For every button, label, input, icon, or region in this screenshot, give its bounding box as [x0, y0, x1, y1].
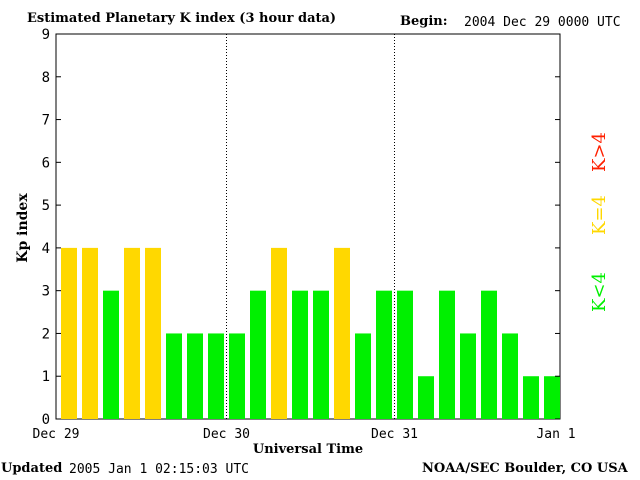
y-tick-label: 4	[42, 241, 50, 257]
kp-bar	[187, 333, 203, 419]
kp-bar	[481, 290, 497, 419]
legend-low: K<4	[589, 272, 610, 312]
begin-label: Begin:	[400, 14, 448, 29]
x-tick-label: Jan 1	[536, 427, 575, 442]
legend-mid: K=4	[589, 195, 610, 235]
y-axis-label: Kp index	[15, 193, 31, 263]
x-tick-label: Dec 31	[371, 427, 418, 442]
kp-bar	[376, 290, 392, 419]
x-tick-label: Dec 29	[33, 427, 80, 442]
y-tick-label: 9	[42, 27, 50, 43]
x-ticks: Dec 29 Dec 30 Dec 31 Jan 1	[33, 427, 576, 442]
kp-bar	[397, 290, 413, 419]
y-tick-label: 7	[42, 113, 50, 129]
chart-title: Estimated Planetary K index (3 hour data…	[27, 11, 337, 26]
kp-bar	[502, 333, 518, 419]
kp-bar	[103, 290, 119, 419]
y-tick-label: 2	[42, 326, 50, 342]
y-tick-label: 0	[42, 412, 50, 428]
y-tick-label: 3	[42, 284, 50, 300]
credit-text: NOAA/SEC Boulder, CO USA	[422, 461, 628, 476]
kp-bar	[418, 376, 434, 419]
legend-high: K>4	[589, 132, 610, 172]
updated-value: 2005 Jan 1 02:15:03 UTC	[69, 462, 250, 477]
kp-bar	[313, 290, 329, 419]
updated-label: Updated	[1, 461, 63, 476]
kp-bar	[145, 247, 161, 419]
y-tick-label: 5	[42, 198, 50, 214]
kp-bar	[82, 247, 98, 419]
kp-bar	[271, 247, 287, 419]
kp-bar	[250, 290, 266, 419]
kp-bar	[166, 333, 182, 419]
begin-value: 2004 Dec 29 0000 UTC	[464, 15, 621, 30]
kp-bar	[124, 247, 140, 419]
kp-bar	[208, 333, 224, 419]
kp-bar	[523, 376, 539, 419]
y-ticks: 0 1 2 3 4 5 6 7 8 9	[42, 27, 560, 428]
bars	[61, 247, 560, 419]
kp-bar	[61, 247, 77, 419]
kp-bar	[229, 333, 245, 419]
kp-bar	[544, 376, 560, 419]
kp-bar	[355, 333, 371, 419]
y-tick-label: 1	[42, 369, 50, 385]
kp-bar	[334, 247, 350, 419]
x-tick-label: Dec 30	[203, 427, 250, 442]
x-axis-label: Universal Time	[253, 442, 363, 457]
y-tick-label: 6	[42, 155, 50, 171]
kp-bar	[292, 290, 308, 419]
day-dividers	[226, 34, 395, 419]
y-tick-label: 8	[42, 70, 50, 86]
kp-bar	[460, 333, 476, 419]
kp-bar	[439, 290, 455, 419]
